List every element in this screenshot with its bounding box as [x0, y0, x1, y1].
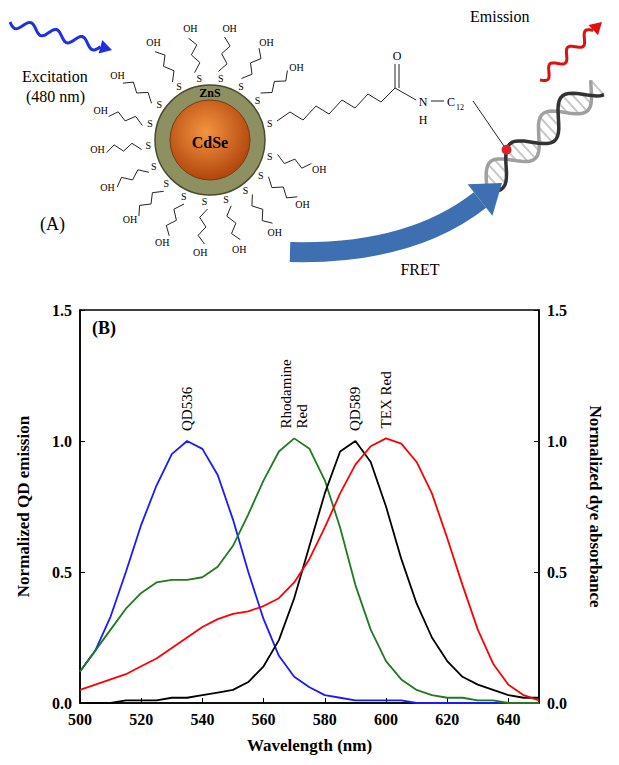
svg-text:S: S [176, 81, 182, 92]
svg-text:OH: OH [94, 105, 108, 116]
svg-text:520: 520 [129, 711, 153, 728]
svg-text:OH: OH [90, 144, 104, 155]
svg-text:S: S [151, 161, 157, 172]
svg-text:OH: OH [268, 227, 282, 238]
svg-text:Emission: Emission [470, 8, 530, 25]
svg-text:OH: OH [232, 244, 246, 255]
svg-text:1.5: 1.5 [547, 302, 567, 319]
svg-text:560: 560 [252, 711, 276, 728]
svg-text:S: S [267, 151, 273, 162]
svg-text:1.5: 1.5 [52, 302, 72, 319]
svg-text:FRET: FRET [400, 261, 439, 278]
svg-text:S: S [258, 170, 264, 181]
svg-text:Normalized dye absorbance: Normalized dye absorbance [586, 405, 605, 608]
svg-text:0.5: 0.5 [547, 564, 567, 581]
svg-text:S: S [267, 118, 273, 129]
svg-text:620: 620 [435, 711, 459, 728]
svg-text:QD589: QD589 [347, 387, 363, 431]
svg-text:S: S [238, 81, 244, 92]
svg-text:OH: OH [110, 70, 124, 81]
svg-text:OH: OH [155, 237, 169, 248]
svg-text:S: S [181, 191, 187, 202]
svg-text:ZnS: ZnS [199, 86, 221, 100]
svg-text:Rhodamine: Rhodamine [278, 359, 294, 428]
svg-text:0.5: 0.5 [52, 564, 72, 581]
svg-text:0.0: 0.0 [547, 695, 567, 712]
svg-text:500: 500 [68, 711, 92, 728]
svg-text:QD536: QD536 [179, 386, 195, 431]
svg-text:OH: OH [259, 37, 273, 48]
svg-text:H: H [419, 113, 428, 127]
svg-text:C: C [447, 95, 455, 109]
svg-text:OH: OH [183, 23, 197, 34]
svg-text:OH: OH [146, 37, 160, 48]
svg-text:S: S [255, 95, 261, 106]
svg-text:S: S [145, 140, 151, 151]
svg-text:OH: OH [295, 199, 309, 210]
svg-text:S: S [163, 178, 169, 189]
svg-text:580: 580 [313, 711, 337, 728]
svg-text:0.0: 0.0 [52, 695, 72, 712]
svg-text:N: N [419, 95, 428, 109]
svg-text:Red: Red [294, 404, 310, 429]
svg-text:1.0: 1.0 [52, 433, 72, 450]
svg-text:S: S [147, 118, 153, 129]
svg-text:(480 nm): (480 nm) [26, 88, 85, 106]
svg-text:Wavelength (nm): Wavelength (nm) [247, 736, 372, 755]
svg-text:S: S [202, 196, 208, 207]
svg-text:CdSe: CdSe [192, 134, 228, 151]
svg-text:S: S [218, 73, 224, 84]
svg-text:540: 540 [190, 711, 214, 728]
svg-text:Excitation: Excitation [22, 68, 88, 85]
svg-text:Normalized QD emission: Normalized QD emission [14, 415, 33, 597]
svg-text:600: 600 [374, 711, 398, 728]
svg-text:OH: OH [222, 23, 236, 34]
svg-text:1.0: 1.0 [547, 433, 567, 450]
svg-text:12: 12 [456, 103, 464, 112]
svg-text:640: 640 [496, 711, 520, 728]
svg-text:OH: OH [193, 247, 207, 258]
svg-text:OH: OH [289, 62, 303, 73]
svg-text:TEX Red: TEX Red [378, 371, 394, 429]
svg-text:OH: OH [123, 214, 137, 225]
svg-text:S: S [223, 194, 229, 205]
svg-text:S: S [156, 99, 162, 110]
svg-text:(A): (A) [40, 214, 65, 235]
svg-text:OH: OH [100, 182, 114, 193]
svg-text:S: S [243, 185, 249, 196]
svg-text:OH: OH [312, 164, 326, 175]
svg-text:(B): (B) [92, 318, 116, 339]
svg-text:S: S [196, 73, 202, 84]
svg-text:O: O [393, 49, 402, 63]
